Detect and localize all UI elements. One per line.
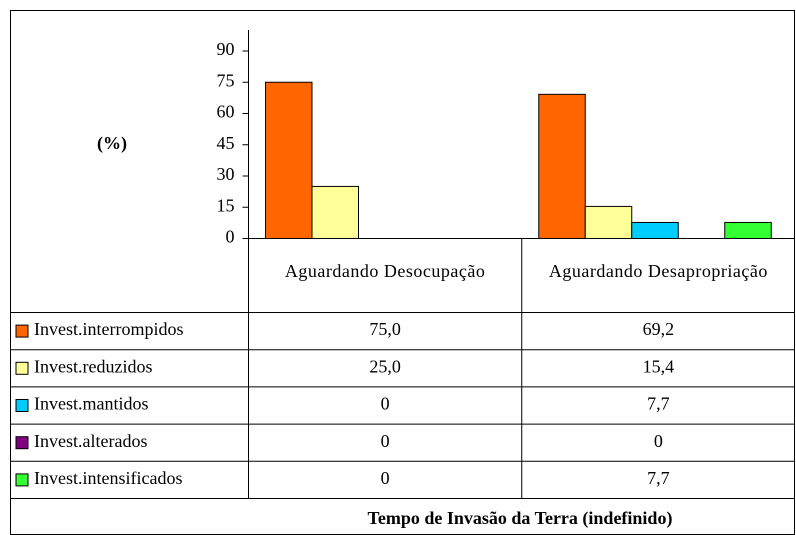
legend-label: Invest.mantidos [34,394,149,414]
y-tick-label: 60 [217,102,235,122]
bar [265,81,313,239]
y-tick-label: 0 [226,227,235,247]
table-value: 0 [381,394,390,414]
table-value: 7,7 [647,468,670,488]
table-value: 69,2 [643,319,675,339]
y-axis-label: (%) [97,133,127,154]
bar [631,221,679,239]
table-value: 25,0 [369,356,401,376]
legend-key [15,324,29,338]
legend-key [15,436,29,450]
table-value: 0 [381,468,390,488]
table-value: 75,0 [369,319,401,339]
legend-key [15,399,29,412]
bar [311,185,359,240]
legend-label: Invest.reduzidos [34,356,152,376]
x-axis-label: Tempo de Invasão da Terra (indefinido) [368,508,673,529]
y-tick-label: 90 [217,39,235,59]
y-tick-label: 15 [217,195,235,215]
bar [724,221,772,239]
legend-key [15,473,29,487]
table-value: 7,7 [647,394,670,414]
bar [538,93,586,240]
y-tick-label: 30 [217,164,235,184]
table-value: 0 [381,431,390,451]
legend-key [15,361,29,375]
table-value: 0 [654,431,663,451]
x-tick-label: Aguardando Desapropriação [549,261,768,281]
legend-label: Invest.intensificados [34,468,182,488]
table-value: 15,4 [643,356,675,376]
x-tick-label: Aguardando Desocupação [285,261,485,281]
legend-label: Invest.alterados [34,431,147,451]
legend-label: Invest.interrompidos [34,319,183,339]
y-tick-label: 75 [217,70,235,90]
y-tick-label: 45 [217,133,235,153]
bar [584,205,633,240]
